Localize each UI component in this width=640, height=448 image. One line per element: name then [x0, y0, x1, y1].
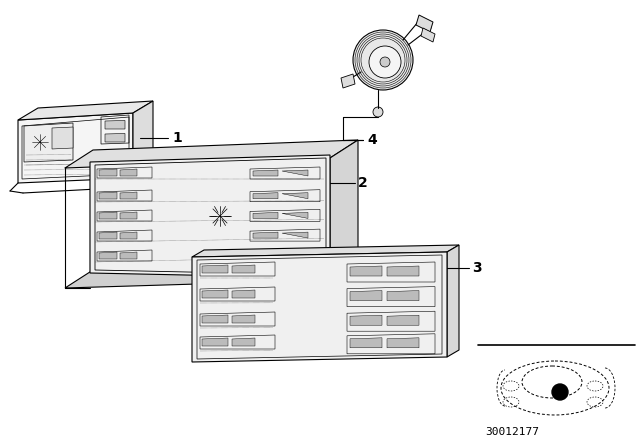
Polygon shape: [330, 140, 358, 278]
Circle shape: [380, 57, 390, 67]
Polygon shape: [350, 315, 382, 325]
Polygon shape: [282, 252, 308, 258]
Text: 30012177: 30012177: [485, 427, 539, 437]
Polygon shape: [99, 192, 117, 199]
Polygon shape: [350, 338, 382, 348]
Polygon shape: [105, 134, 125, 142]
Polygon shape: [387, 338, 419, 348]
Text: 4: 4: [367, 133, 377, 147]
Polygon shape: [90, 155, 330, 278]
Polygon shape: [253, 193, 278, 199]
Polygon shape: [421, 28, 435, 42]
Polygon shape: [24, 123, 73, 162]
Text: 2: 2: [358, 176, 368, 190]
Polygon shape: [282, 193, 308, 199]
Polygon shape: [202, 315, 228, 323]
Polygon shape: [202, 338, 228, 346]
Polygon shape: [253, 212, 278, 218]
Circle shape: [206, 202, 234, 230]
Polygon shape: [282, 170, 308, 176]
Polygon shape: [18, 101, 153, 120]
Polygon shape: [99, 232, 117, 239]
Polygon shape: [99, 252, 117, 259]
Text: 1: 1: [172, 131, 182, 145]
Polygon shape: [99, 169, 117, 176]
Polygon shape: [282, 212, 308, 218]
Polygon shape: [387, 266, 419, 276]
Circle shape: [373, 107, 383, 117]
Polygon shape: [253, 232, 278, 238]
Polygon shape: [232, 338, 255, 346]
Polygon shape: [350, 266, 382, 276]
Polygon shape: [192, 252, 447, 362]
Polygon shape: [350, 291, 382, 301]
Polygon shape: [387, 315, 419, 325]
Text: 3: 3: [472, 261, 482, 275]
Circle shape: [369, 46, 401, 78]
Polygon shape: [253, 252, 278, 258]
Polygon shape: [120, 252, 137, 259]
Polygon shape: [192, 245, 459, 257]
Polygon shape: [253, 170, 278, 176]
Polygon shape: [282, 232, 308, 238]
Polygon shape: [120, 169, 137, 176]
Polygon shape: [120, 192, 137, 199]
Polygon shape: [387, 291, 419, 301]
Polygon shape: [447, 245, 459, 357]
Circle shape: [552, 384, 568, 400]
Polygon shape: [202, 265, 228, 273]
Polygon shape: [416, 15, 433, 32]
Polygon shape: [65, 262, 358, 288]
Polygon shape: [232, 315, 255, 323]
Polygon shape: [232, 265, 255, 273]
Polygon shape: [52, 127, 73, 149]
Polygon shape: [341, 74, 355, 88]
Polygon shape: [202, 290, 228, 298]
Polygon shape: [99, 212, 117, 219]
Circle shape: [353, 30, 413, 90]
Polygon shape: [120, 212, 137, 219]
Polygon shape: [120, 232, 137, 239]
Polygon shape: [18, 113, 133, 183]
Polygon shape: [65, 140, 358, 168]
Polygon shape: [133, 101, 153, 178]
Polygon shape: [105, 121, 125, 129]
Polygon shape: [232, 290, 255, 298]
